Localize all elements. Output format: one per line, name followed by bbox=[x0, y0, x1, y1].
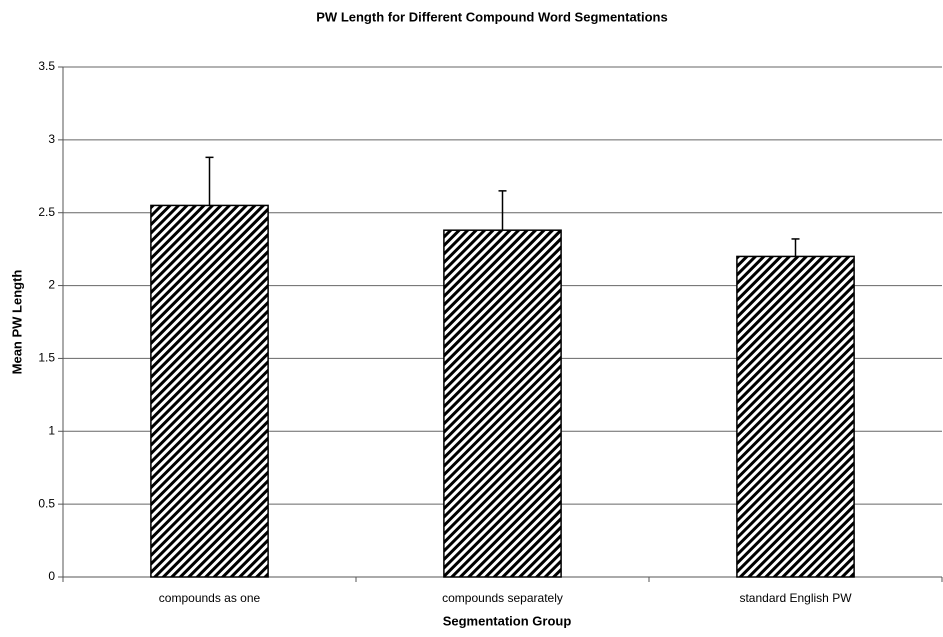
x-tick-label: standard English PW bbox=[739, 591, 852, 605]
y-tick-label: 2 bbox=[48, 278, 55, 292]
y-axis-label: Mean PW Length bbox=[9, 270, 24, 375]
y-tick-label: 3.5 bbox=[38, 59, 55, 73]
bar bbox=[443, 229, 562, 578]
y-tick-label: 0.5 bbox=[38, 496, 55, 510]
y-tick-label: 0 bbox=[48, 569, 55, 583]
y-tick-label: 3 bbox=[48, 132, 55, 146]
x-tick-label: compounds separately bbox=[442, 591, 563, 605]
x-tick-label: compounds as one bbox=[159, 591, 261, 605]
x-axis-label: Segmentation Group bbox=[443, 613, 572, 628]
y-tick-label: 1 bbox=[48, 423, 55, 437]
bar bbox=[150, 204, 269, 578]
y-tick-label: 1.5 bbox=[38, 351, 55, 365]
bar bbox=[736, 255, 855, 578]
y-tick-label: 2.5 bbox=[38, 205, 55, 219]
chart-title: PW Length for Different Compound Word Se… bbox=[316, 9, 667, 24]
